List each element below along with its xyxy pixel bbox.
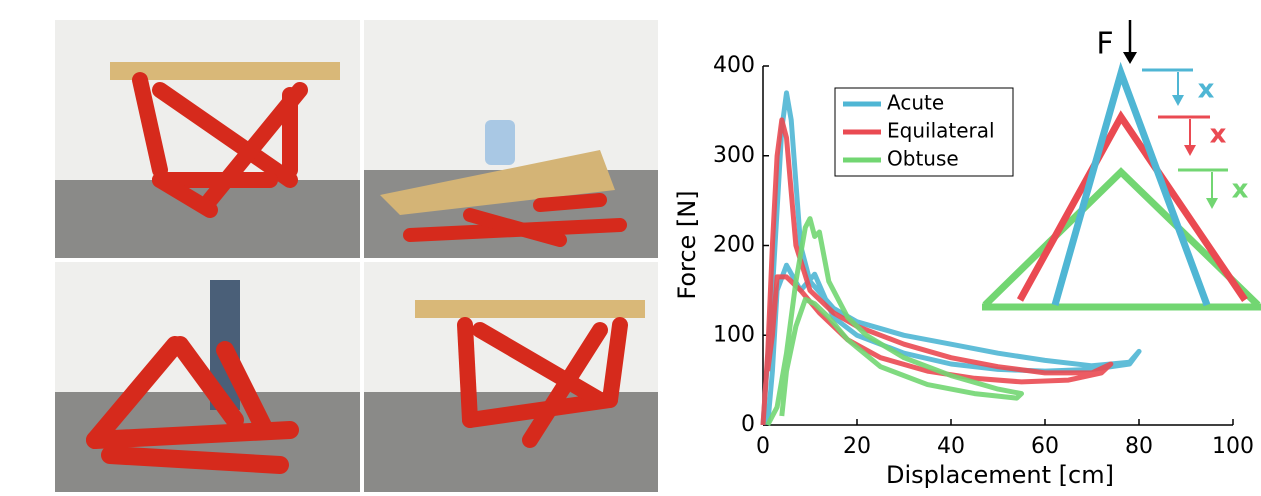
figure: F x x x Displacement [cm] Force [N] 0 100… bbox=[0, 0, 1261, 492]
y-axis-label: Force [N] bbox=[673, 190, 701, 299]
y-tick-label: 400 bbox=[713, 53, 755, 78]
photo-bottom-right bbox=[364, 262, 658, 492]
legend-label: Obtuse bbox=[887, 147, 959, 171]
y-tick-label: 0 bbox=[741, 412, 755, 437]
y-tick-label: 200 bbox=[713, 233, 755, 258]
y-tick-label: 300 bbox=[713, 143, 755, 168]
x-tick-label: 40 bbox=[937, 434, 965, 459]
x-tick-label: 20 bbox=[843, 434, 871, 459]
annotation: x bbox=[1198, 75, 1215, 105]
legend-label: Equilateral bbox=[887, 119, 995, 143]
x-axis-label: Displacement [cm] bbox=[886, 461, 1114, 489]
data-line bbox=[768, 219, 1022, 425]
x-tick-label: 100 bbox=[1212, 434, 1254, 459]
inset-diagram bbox=[982, 20, 1261, 307]
annotation: x bbox=[1210, 120, 1227, 150]
y-tick-label: 100 bbox=[713, 322, 755, 347]
x-tick-label: 60 bbox=[1031, 434, 1059, 459]
annotation: x bbox=[1232, 175, 1249, 205]
photo-top-left bbox=[55, 20, 360, 258]
annotation: F bbox=[1096, 27, 1113, 62]
photo-top-right bbox=[364, 20, 658, 258]
x-tick-label: 0 bbox=[756, 434, 770, 459]
photos bbox=[55, 20, 658, 492]
photo-bottom-left bbox=[55, 262, 360, 492]
legend-label: Acute bbox=[887, 91, 944, 115]
x-tick-label: 80 bbox=[1125, 434, 1153, 459]
